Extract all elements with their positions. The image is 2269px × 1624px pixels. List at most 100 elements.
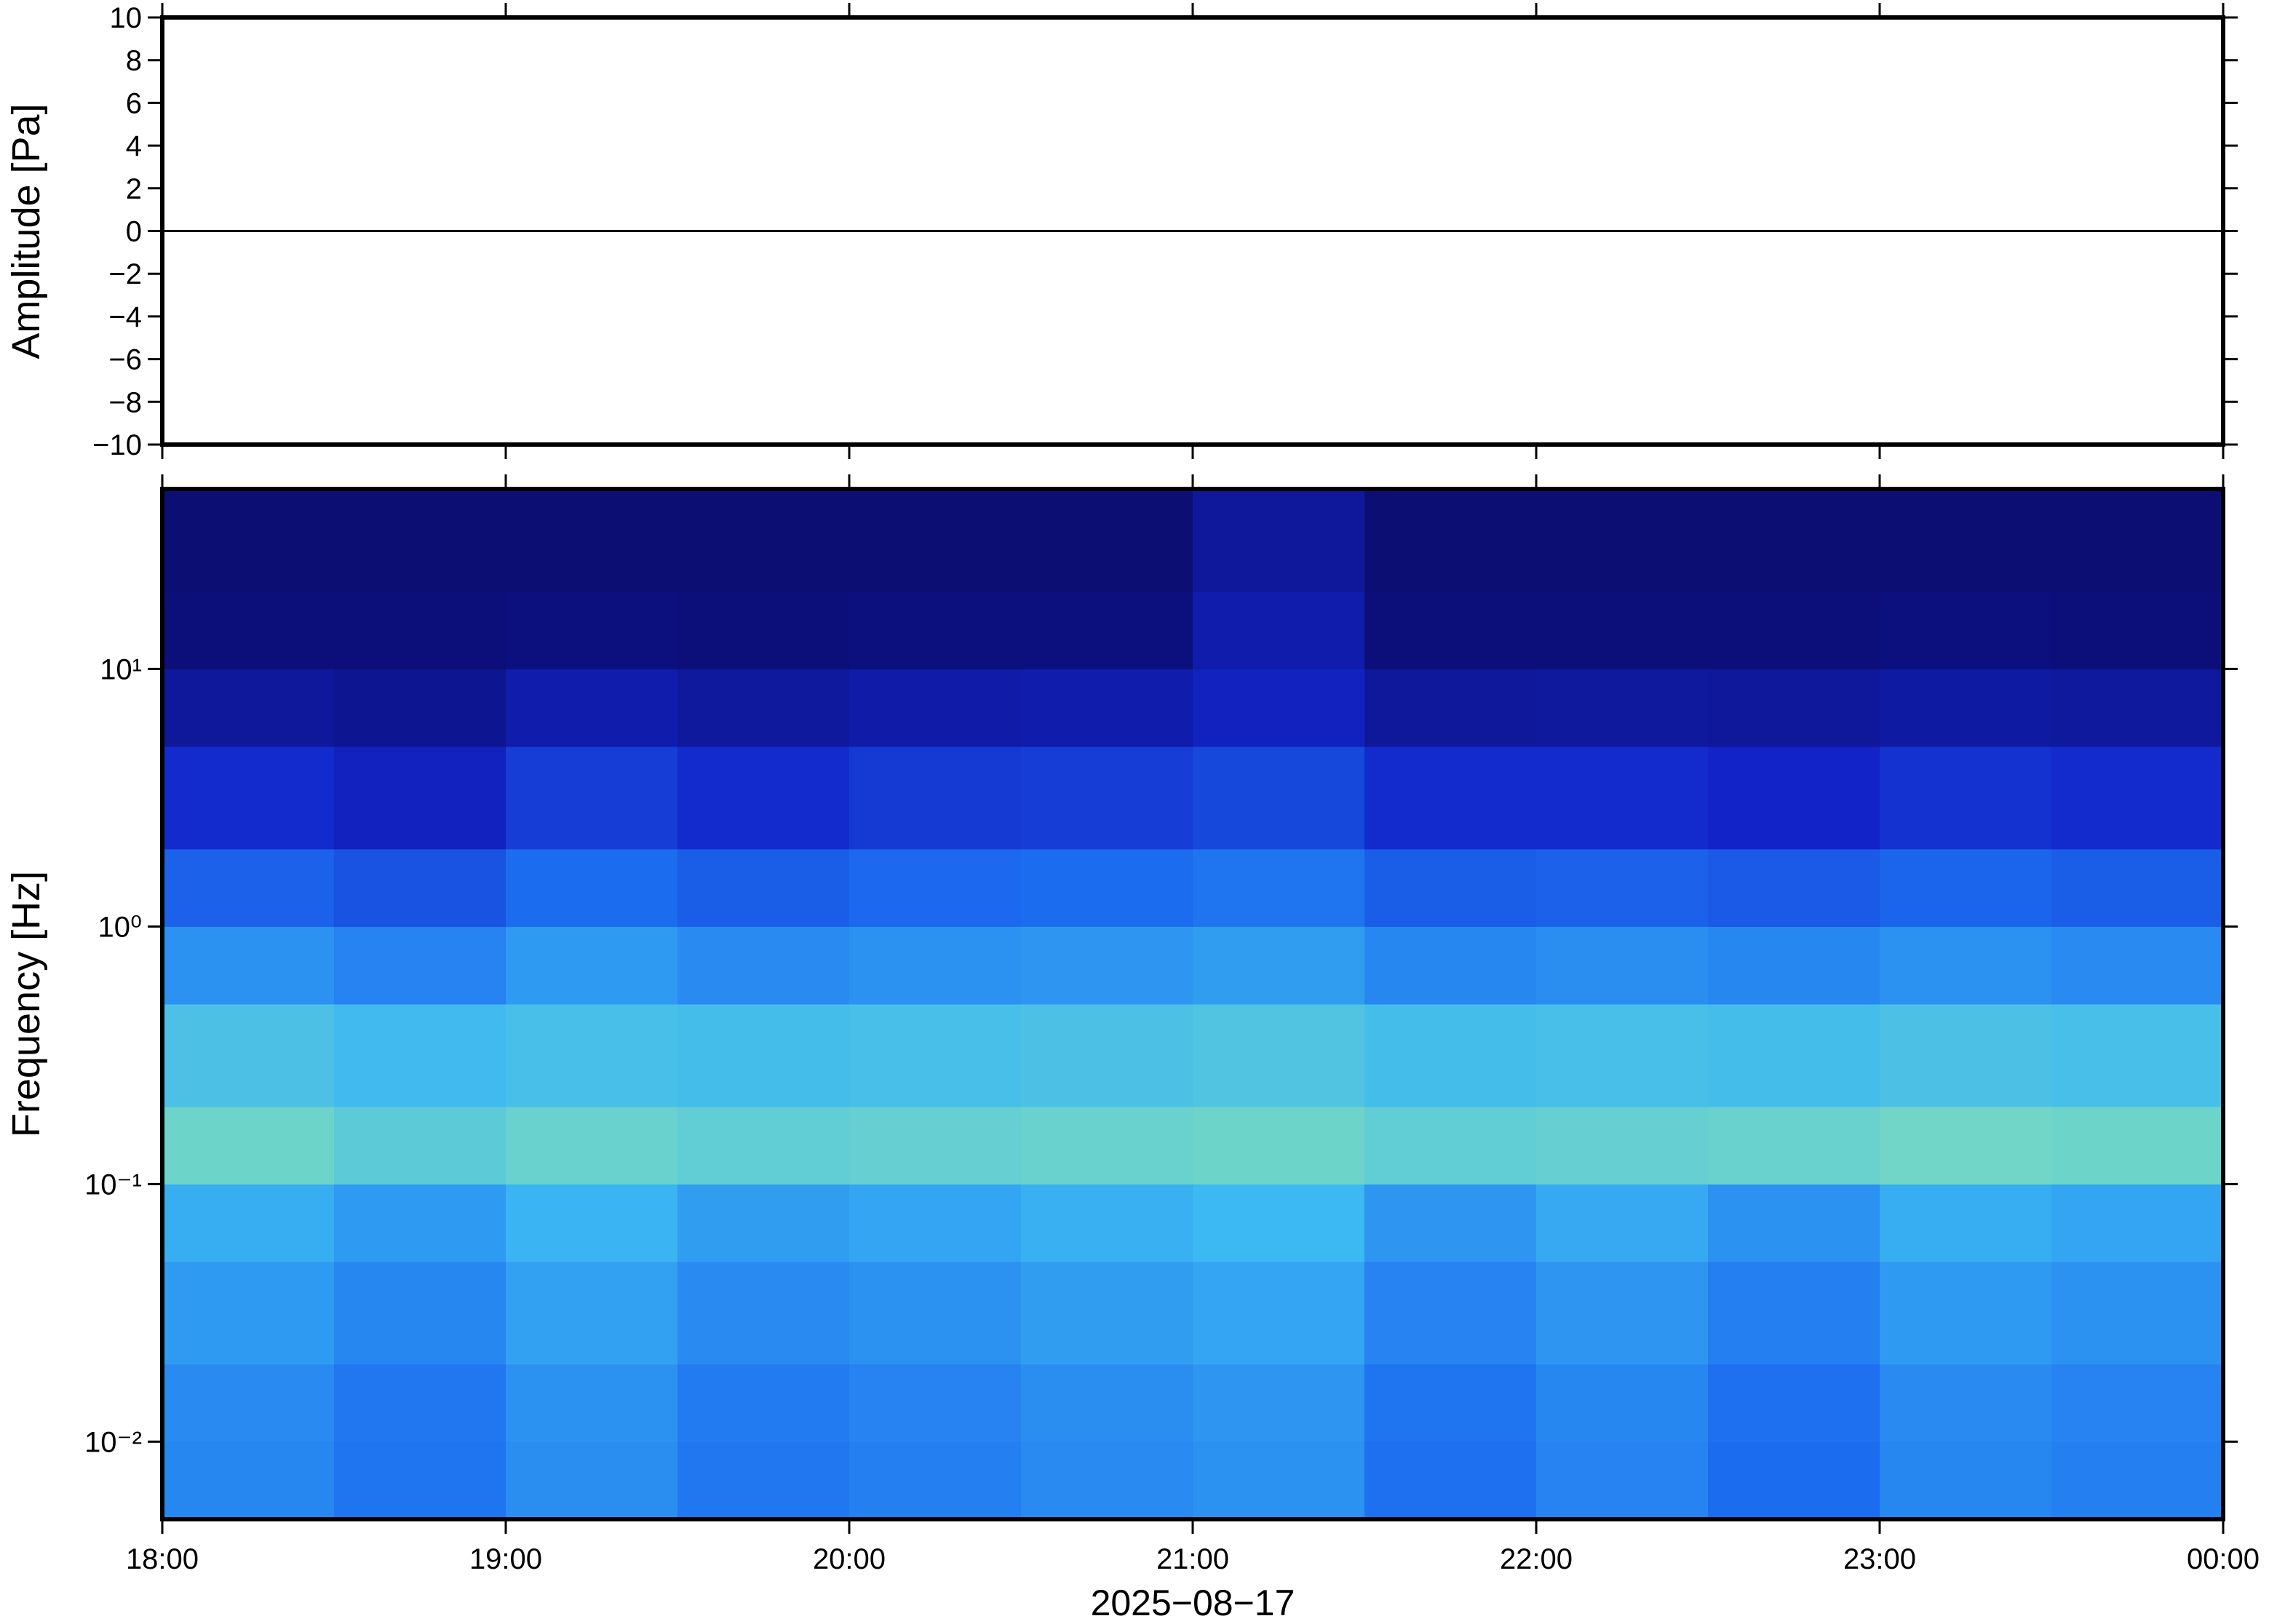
heatmap-cell: [506, 489, 678, 592]
heatmap-cell: [506, 1184, 678, 1262]
heatmap-cell: [2051, 489, 2224, 592]
heatmap-cell: [1193, 489, 1365, 592]
heatmap-cell: [1193, 747, 1365, 850]
heatmap-cell: [334, 1184, 506, 1262]
x-tick-label: 18:00: [126, 1543, 199, 1575]
heatmap-cell: [162, 747, 335, 850]
heatmap-cell: [677, 747, 850, 850]
y-tick-label: 10⁻¹: [84, 1169, 142, 1201]
heatmap-cell: [506, 1441, 678, 1520]
heatmap-cell: [506, 591, 678, 669]
heatmap-cell: [849, 926, 1022, 1005]
y-tick-label: 10¹: [100, 653, 142, 685]
heatmap-cell: [1021, 1106, 1193, 1185]
heatmap-cell: [849, 669, 1022, 747]
heatmap-cell: [334, 1262, 506, 1365]
heatmap-cell: [677, 1004, 850, 1107]
heatmap-cell: [162, 1184, 335, 1262]
heatmap-cell: [1021, 669, 1193, 747]
heatmap-cell: [1193, 926, 1365, 1005]
heatmap-cell: [1193, 591, 1365, 669]
heatmap-cell: [1021, 848, 1193, 927]
heatmap-cell: [677, 591, 850, 669]
heatmap-cell: [1364, 489, 1537, 592]
y-tick-label: 8: [126, 45, 142, 77]
heatmap-cell: [1536, 1364, 1709, 1442]
heatmap-cell: [849, 1364, 1022, 1442]
heatmap-cell: [1021, 1004, 1193, 1107]
heatmap-cell: [1708, 591, 1880, 669]
heatmap-cell: [1708, 1106, 1880, 1185]
heatmap-cell: [849, 1441, 1022, 1520]
heatmap-cell: [1708, 747, 1880, 850]
y-tick-label: 2: [126, 173, 142, 205]
heatmap-cell: [1193, 1106, 1365, 1185]
heatmap-cell: [1021, 1184, 1193, 1262]
heatmap-cell: [2051, 926, 2224, 1005]
heatmap-cell: [1364, 1184, 1537, 1262]
y-tick-label: −10: [92, 429, 142, 461]
heatmap-cell: [2051, 669, 2224, 747]
heatmap-cell: [2051, 1004, 2224, 1107]
heatmap-cell: [1536, 848, 1709, 927]
heatmap-cell: [677, 1364, 850, 1442]
heatmap-cell: [1708, 489, 1880, 592]
heatmap-cell: [849, 1262, 1022, 1365]
heatmap-cell: [1193, 1364, 1365, 1442]
heatmap-cell: [1880, 1106, 2052, 1185]
heatmap: [162, 489, 2224, 1520]
heatmap-cell: [849, 591, 1022, 669]
heatmap-cell: [677, 1184, 850, 1262]
heatmap-cell: [677, 489, 850, 592]
heatmap-cell: [1193, 848, 1365, 927]
heatmap-cell: [1364, 591, 1537, 669]
heatmap-cell: [334, 669, 506, 747]
heatmap-cell: [162, 1364, 335, 1442]
heatmap-cell: [1193, 1004, 1365, 1107]
heatmap-cell: [849, 848, 1022, 927]
heatmap-cell: [1880, 1441, 2052, 1520]
heatmap-cell: [1364, 1441, 1537, 1520]
heatmap-cell: [1536, 591, 1709, 669]
heatmap-cell: [1880, 926, 2052, 1005]
heatmap-cell: [1364, 1364, 1537, 1442]
y-tick-label: −8: [108, 386, 142, 418]
heatmap-cell: [162, 926, 335, 1005]
heatmap-cell: [162, 591, 335, 669]
heatmap-cell: [162, 1262, 335, 1365]
heatmap-cell: [2051, 1441, 2224, 1520]
heatmap-cell: [1536, 1004, 1709, 1107]
heatmap-cell: [1708, 848, 1880, 927]
heatmap-cell: [1364, 669, 1537, 747]
heatmap-cell: [506, 1262, 678, 1365]
heatmap-cell: [334, 848, 506, 927]
x-tick-label: 22:00: [1500, 1543, 1573, 1575]
y-axis-label: Frequency [Hz]: [4, 871, 48, 1137]
heatmap-cell: [1536, 1184, 1709, 1262]
heatmap-cell: [1880, 591, 2052, 669]
y-tick-label: 0: [126, 216, 142, 248]
heatmap-cell: [677, 848, 850, 927]
heatmap-cell: [1880, 747, 2052, 850]
heatmap-cell: [1880, 1184, 2052, 1262]
heatmap-cell: [1708, 1262, 1880, 1365]
heatmap-cell: [849, 489, 1022, 592]
heatmap-cell: [1364, 1262, 1537, 1365]
heatmap-cell: [1193, 1441, 1365, 1520]
heatmap-cell: [677, 669, 850, 747]
heatmap-cell: [506, 747, 678, 850]
heatmap-cell: [1536, 926, 1709, 1005]
heatmap-cell: [334, 591, 506, 669]
x-tick-label: 19:00: [469, 1543, 542, 1575]
y-tick-label: −2: [108, 258, 142, 290]
heatmap-cell: [2051, 1262, 2224, 1365]
heatmap-cell: [1708, 1004, 1880, 1107]
heatmap-cell: [162, 1106, 335, 1185]
heatmap-cell: [1880, 1364, 2052, 1442]
heatmap-cell: [1021, 747, 1193, 850]
heatmap-cell: [1021, 489, 1193, 592]
heatmap-cell: [1536, 747, 1709, 850]
heatmap-cell: [677, 1441, 850, 1520]
y-tick-label: −6: [108, 344, 142, 376]
